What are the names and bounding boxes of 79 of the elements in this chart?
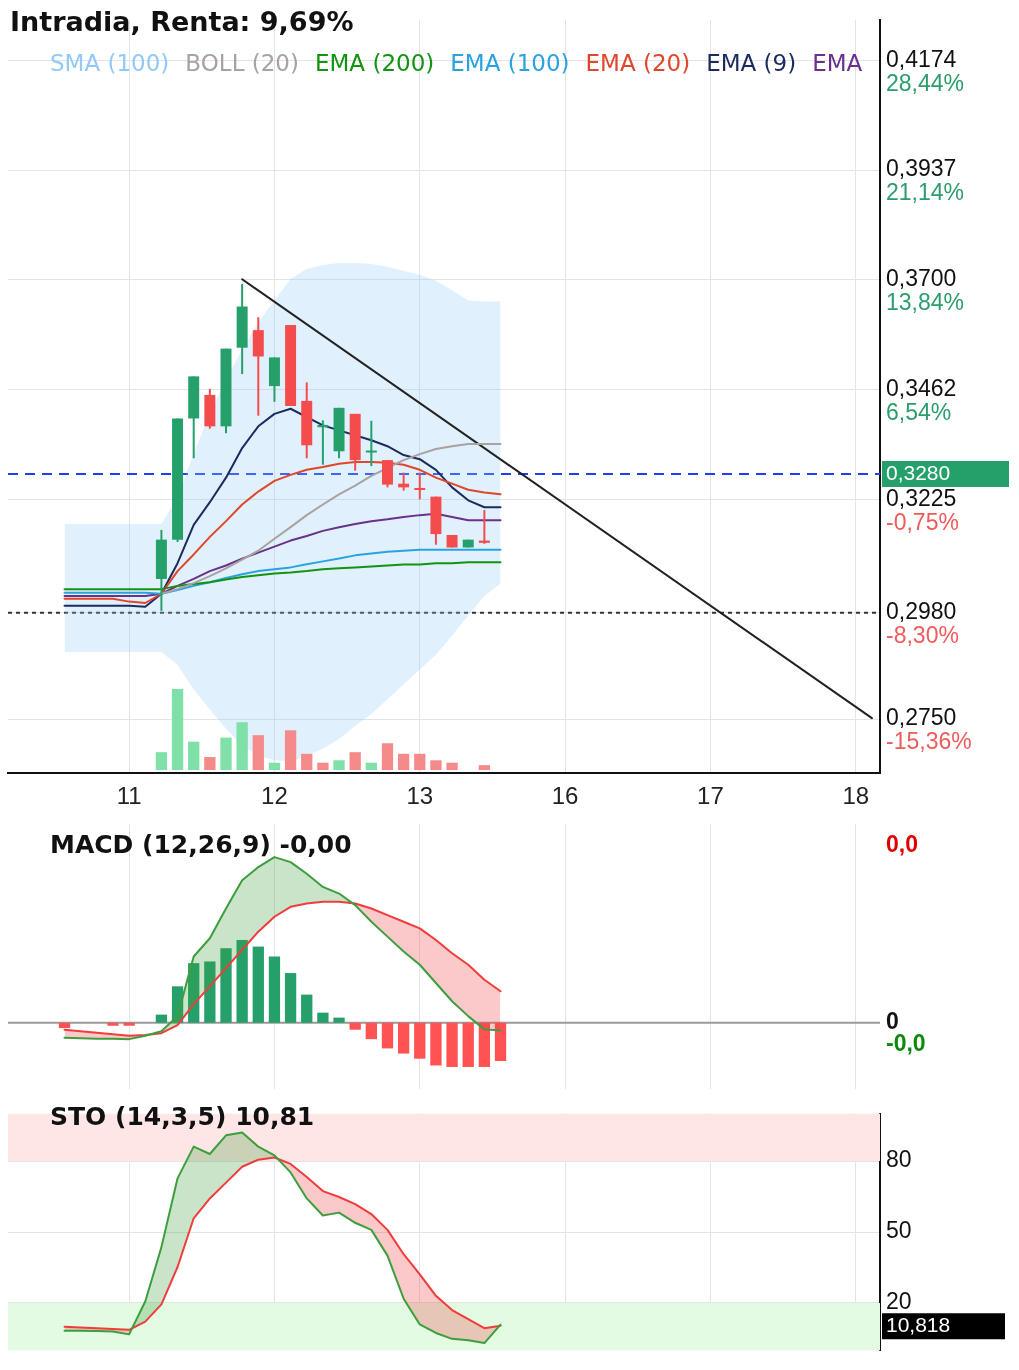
y-tick-label: 20: [886, 1288, 912, 1315]
bar: [268, 762, 281, 770]
bar: [414, 1022, 426, 1059]
x-tick-label: 16: [551, 782, 579, 810]
text: 0,0: [886, 831, 918, 858]
ref-line-label: 0,3280: [886, 460, 951, 484]
y2-tick-label: -0,75%: [886, 508, 959, 535]
bar: [365, 762, 377, 770]
bar: [252, 946, 264, 1023]
y-tick-label: 0,2750: [886, 704, 957, 731]
bar: [381, 743, 394, 770]
bar: [446, 762, 458, 770]
y-tick-label: 0,3700: [886, 265, 957, 292]
x-tick-label: 13: [406, 782, 434, 810]
bar: [123, 1022, 135, 1026]
bar: [333, 1017, 345, 1023]
bar: [397, 753, 410, 770]
bar: [252, 735, 264, 770]
chart-title: Intradia, Renta: 9,69%: [10, 6, 354, 37]
bar: [446, 1022, 458, 1067]
bar: [349, 752, 361, 770]
bar: [478, 1022, 491, 1067]
bar: [365, 1022, 377, 1040]
bar: [333, 760, 345, 770]
candlestick: [414, 471, 426, 501]
y-tick-label: 0,2980: [886, 598, 957, 625]
text: BOLL (20): [185, 50, 299, 76]
chart-title: MACD (12,26,9) -0,00: [50, 830, 352, 859]
bar: [171, 689, 184, 770]
text: EMA (20): [585, 50, 691, 76]
bar: [381, 1022, 394, 1049]
bar: [284, 973, 297, 1023]
y-tick-label: 0,3937: [886, 155, 957, 182]
x-tick-label: 11: [116, 782, 142, 810]
bar: [220, 737, 232, 770]
bar: [204, 757, 216, 770]
y-tick-label: 80: [886, 1146, 912, 1173]
y2-tick-label: -8,30%: [886, 622, 959, 648]
bar: [107, 1022, 119, 1026]
text: 10,818: [886, 1313, 951, 1336]
bar: [268, 956, 281, 1023]
y-tick-label: 0,4174: [886, 45, 957, 72]
bar: [284, 730, 297, 770]
bar: [430, 760, 442, 770]
x-tick-label: 17: [697, 782, 724, 810]
bar: [317, 762, 329, 770]
bar: [478, 765, 491, 770]
bar: [188, 741, 200, 770]
y2-tick-label: -15,36%: [886, 728, 972, 755]
y2-tick-label: 13,84%: [886, 289, 965, 316]
bar: [236, 722, 248, 770]
bar: [301, 994, 313, 1023]
bar: [155, 1014, 168, 1023]
legend-label: SMA (100): [50, 50, 170, 76]
bar: [204, 961, 216, 1023]
chart-title: STO (14,3,5) 10,81: [50, 1102, 315, 1131]
text: EMA (100): [450, 50, 570, 76]
bar: [349, 1022, 361, 1030]
bar: [317, 1012, 329, 1023]
bar: [155, 752, 168, 770]
bar: [301, 753, 313, 770]
y-tick-label: 0,3225: [886, 484, 957, 511]
candlestick: [365, 419, 377, 468]
bar: [220, 948, 232, 1023]
y-tick-label: 50: [886, 1217, 912, 1244]
text: EMA (9): [706, 50, 797, 76]
bar: [462, 1022, 474, 1067]
bar: [494, 1022, 507, 1062]
bar: [414, 753, 426, 770]
y2-tick-label: 28,44%: [886, 69, 965, 96]
y2-tick-label: 21,14%: [886, 179, 965, 206]
bar: [236, 939, 248, 1023]
text: EMA (200): [314, 50, 435, 76]
x-tick-label: 18: [842, 782, 870, 810]
bar: [397, 1022, 410, 1054]
bar: [58, 1022, 71, 1029]
x-tick-label: 12: [261, 782, 288, 810]
bar: [430, 1022, 442, 1066]
text: EMA: [812, 50, 863, 76]
